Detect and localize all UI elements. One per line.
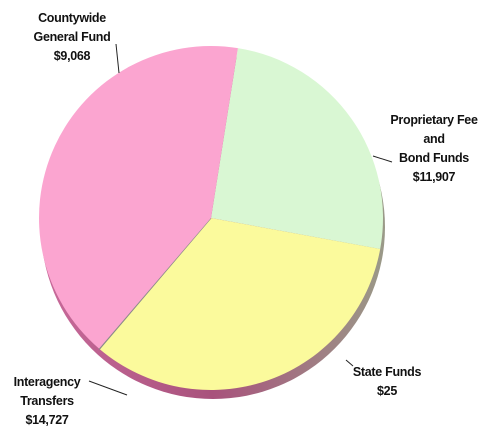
- pie-slice-state-funds: [98, 217, 212, 350]
- slice-label-interagency-transfers: Interagency Transfers $14,727: [14, 375, 81, 427]
- slice-labels: Countywide General Fund $9,068 Proprietary …: [14, 11, 479, 427]
- leader-lines: [88, 43, 393, 396]
- pie-slices: [39, 45, 383, 390]
- slice-label-line: $11,907: [413, 170, 456, 184]
- pie-slice-interagency-transfers: [39, 45, 238, 349]
- leader-line-state-funds: [345, 359, 354, 367]
- slice-label-state-funds: State Funds $25: [353, 365, 422, 398]
- slice-label-line: and: [423, 132, 444, 146]
- slice-label-line: Countywide: [38, 11, 106, 25]
- leader-line-countywide-general-fund: [115, 43, 120, 74]
- leader-line-proprietary-fee-and-bond-funds: [372, 155, 393, 163]
- slice-label-line: Proprietary Fee: [390, 113, 478, 127]
- pie-slice-countywide-general-fund: [211, 48, 383, 249]
- pie-slice-proprietary-fee-and-bond-funds: [99, 218, 381, 390]
- slice-label-line: Bond Funds: [399, 151, 469, 165]
- slice-label-countywide-general-fund: Countywide General Fund $9,068: [34, 11, 111, 63]
- slice-label-line: $14,727: [25, 413, 68, 427]
- slice-label-line: $9,068: [54, 49, 91, 63]
- slice-label-line: State Funds: [353, 365, 422, 379]
- slice-label-line: Transfers: [20, 394, 74, 408]
- slice-label-line: $25: [377, 384, 397, 398]
- slice-label-line: General Fund: [34, 30, 111, 44]
- leader-line-interagency-transfers: [88, 380, 128, 396]
- slice-label-line: Interagency: [14, 375, 81, 389]
- slice-label-proprietary-fee-and-bond-funds: Proprietary Fee and Bond Funds $11,907: [390, 113, 478, 184]
